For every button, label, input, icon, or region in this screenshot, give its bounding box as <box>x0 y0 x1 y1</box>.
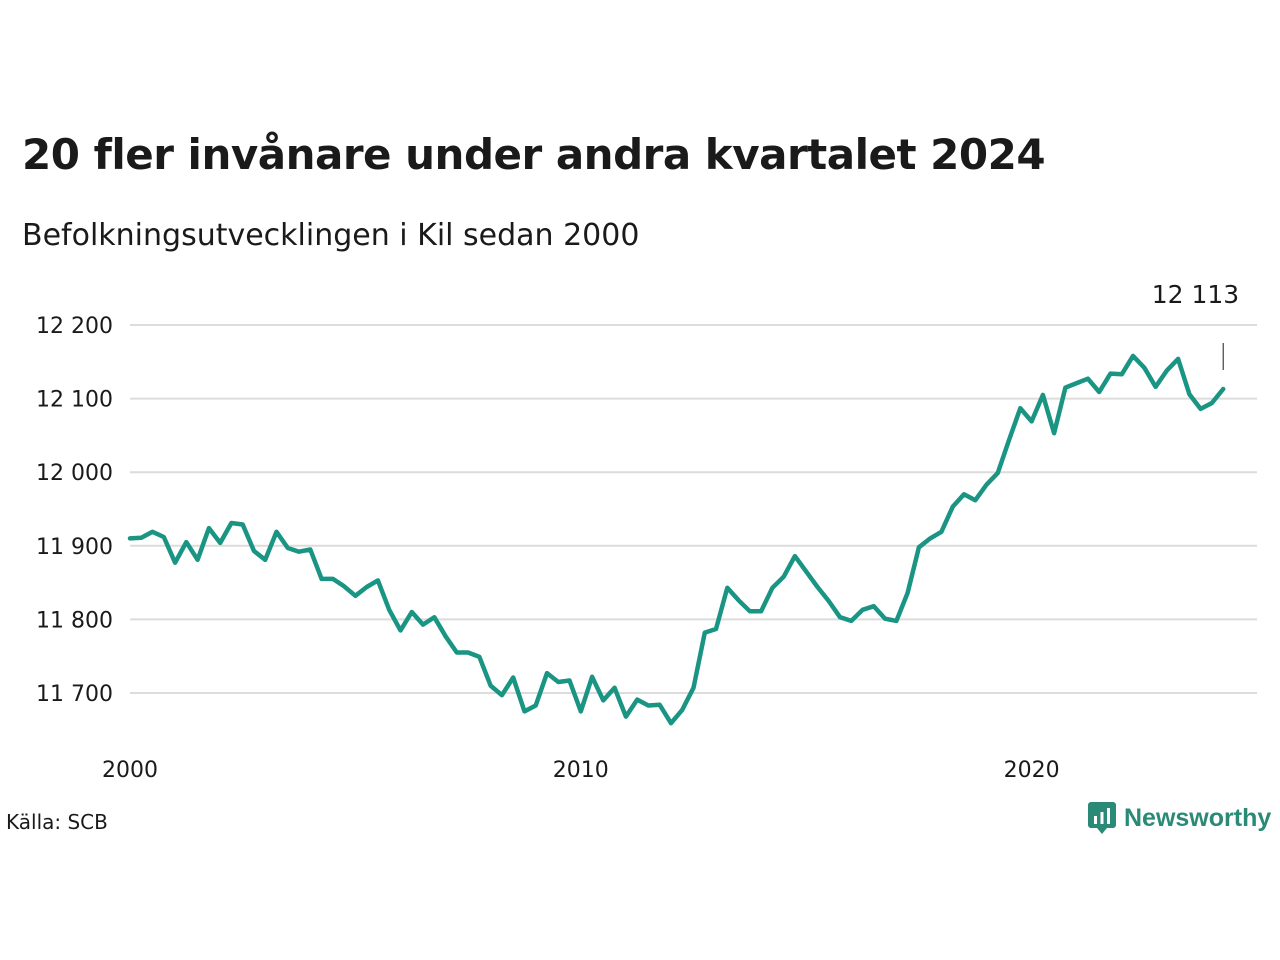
source-note: Källa: SCB <box>6 810 108 834</box>
chart-subtitle: Befolkningsutvecklingen i Kil sedan 2000 <box>22 218 640 253</box>
newsworthy-logo: Newsworthy <box>1088 802 1271 834</box>
x-axis: 2000 2010 2020 <box>102 758 1060 783</box>
series-line <box>127 353 1226 726</box>
newsworthy-logo-text: Newsworthy <box>1124 803 1272 832</box>
y-tick-label: 12 000 <box>36 461 113 486</box>
x-tick-label: 2000 <box>102 758 158 783</box>
y-axis: 11 700 11 800 11 900 12 000 12 100 12 200 <box>36 314 113 707</box>
annotations: 12 113 <box>1152 280 1239 370</box>
series-layer <box>127 353 1226 726</box>
gridlines <box>130 324 1257 694</box>
y-tick-label: 11 700 <box>36 682 113 707</box>
y-tick-label: 11 800 <box>36 608 113 633</box>
y-tick-label: 12 100 <box>36 388 113 413</box>
y-tick-label: 11 900 <box>36 535 113 560</box>
chart-title: 20 fler invånare under andra kvartalet 2… <box>22 130 1046 179</box>
last-value-label: 12 113 <box>1152 280 1239 309</box>
y-tick-label: 12 200 <box>36 314 113 339</box>
x-tick-label: 2010 <box>553 758 609 783</box>
x-tick-label: 2020 <box>1004 758 1060 783</box>
newsworthy-logo-icon <box>1088 802 1116 834</box>
